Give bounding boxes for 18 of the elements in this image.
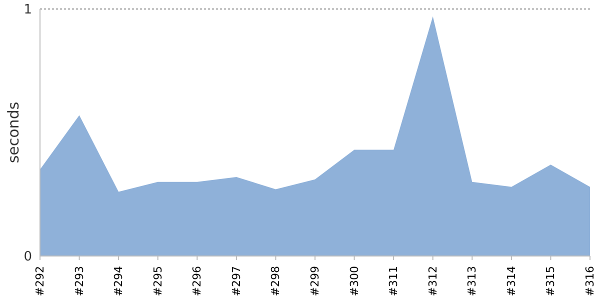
x-tick-label: #316 bbox=[584, 266, 596, 296]
x-tick-label: #312 bbox=[426, 266, 440, 296]
x-tick-label: #295 bbox=[151, 266, 164, 296]
x-tick-label: #293 bbox=[72, 266, 86, 296]
y-axis-title: seconds bbox=[4, 102, 22, 164]
y-tick-label: 0 bbox=[24, 250, 32, 265]
x-tick-label: #311 bbox=[387, 266, 400, 296]
x-tick-label: #294 bbox=[112, 266, 126, 296]
x-tick-label: #292 bbox=[34, 266, 46, 296]
x-tick-label: #299 bbox=[308, 266, 322, 296]
x-tick-label: #313 bbox=[466, 266, 479, 296]
y-tick-label: 1 bbox=[24, 2, 32, 18]
x-tick-label: #298 bbox=[269, 266, 282, 296]
x-tick-label: #315 bbox=[544, 266, 558, 296]
x-tick-label: #297 bbox=[230, 266, 243, 296]
x-tick-label: #300 bbox=[348, 266, 361, 296]
x-tick-label: #296 bbox=[190, 266, 204, 296]
x-tick-label: #314 bbox=[504, 266, 518, 296]
